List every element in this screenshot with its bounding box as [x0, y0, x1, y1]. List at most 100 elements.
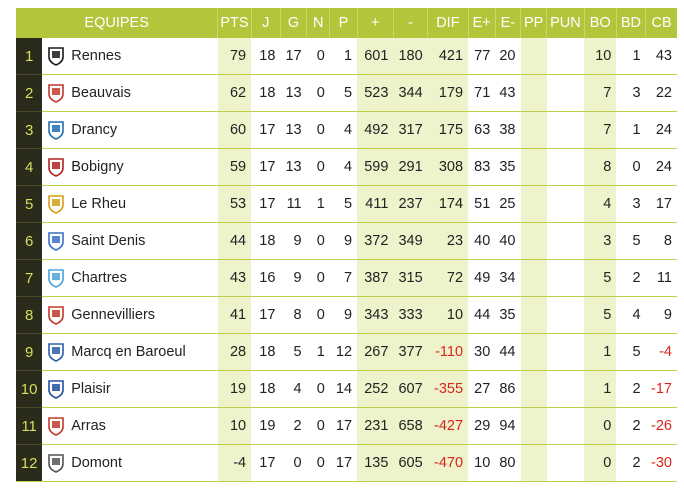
team-cell[interactable]: Gennevilliers: [42, 296, 218, 334]
pun-cell: [546, 185, 585, 223]
pp-cell: [520, 74, 547, 112]
team-name[interactable]: Chartres: [71, 270, 127, 286]
team-name[interactable]: Drancy: [71, 122, 118, 138]
header-eminus[interactable]: E-: [495, 8, 522, 38]
header-pun[interactable]: PUN: [546, 8, 585, 38]
eplus-cell: 10: [468, 444, 496, 482]
bd-cell: 0: [616, 148, 646, 186]
header-n[interactable]: N: [306, 8, 331, 38]
team-cell[interactable]: Drancy: [42, 111, 218, 149]
rank-cell: 10: [16, 370, 43, 408]
eplus-cell: 71: [468, 74, 496, 112]
team-cell[interactable]: Chartres: [42, 259, 218, 297]
cb-cell: 24: [645, 111, 677, 149]
pts-cell: 62: [217, 74, 252, 112]
bo-cell: 7: [584, 111, 617, 149]
table-row[interactable]: 5 Le Rheu 53 17 11 1 5 411 237 174 51 25 4 3 17: [16, 185, 677, 223]
pp-cell: [520, 148, 547, 186]
domont-logo-icon: [46, 453, 66, 473]
dif-cell: 308: [427, 148, 469, 186]
rank-cell: 2: [16, 74, 43, 112]
team-cell[interactable]: Beauvais: [42, 74, 218, 112]
rank-cell: 4: [16, 148, 43, 186]
header-bd[interactable]: BD: [616, 8, 647, 38]
minus-cell: 607: [393, 370, 428, 408]
team-name[interactable]: Saint Denis: [71, 233, 146, 249]
table-row[interactable]: 4 Bobigny 59 17 13 0 4 599 291 308 83 35 8 0 24: [16, 148, 677, 186]
team-name[interactable]: Le Rheu: [71, 196, 127, 212]
eminus-cell: 35: [495, 296, 521, 334]
table-row[interactable]: 1 Rennes 79 18 17 0 1 601 180 421 77 20 10 1 43: [16, 38, 677, 75]
team-cell[interactable]: Marcq en Baroeul: [42, 333, 218, 371]
header-eplus[interactable]: E+: [468, 8, 496, 38]
table-row[interactable]: 8 Gennevilliers 41 17 8 0 9 343 333 10 44 35 5 4 9: [16, 296, 677, 334]
bd-cell: 5: [616, 222, 646, 260]
header-p[interactable]: P: [329, 8, 358, 38]
header-dif[interactable]: DIF: [427, 8, 469, 38]
team-cell[interactable]: Arras: [42, 407, 218, 445]
eplus-cell: 44: [468, 296, 496, 334]
header-equipes[interactable]: EQUIPES: [16, 8, 219, 38]
team-name[interactable]: Marcq en Baroeul: [71, 344, 186, 360]
header-pp[interactable]: PP: [520, 8, 548, 38]
pun-cell: [546, 38, 585, 75]
dif-cell: 174: [427, 185, 469, 223]
table-row[interactable]: 9 Marcq en Baroeul 28 18 5 1 12 267 377 -110 30 44 1…: [16, 333, 677, 371]
bo-cell: 7: [584, 74, 617, 112]
g-cell: 17: [280, 38, 307, 75]
team-name[interactable]: Domont: [71, 455, 123, 471]
header-cb[interactable]: CB: [645, 8, 677, 38]
j-cell: 18: [251, 333, 281, 371]
team-name[interactable]: Beauvais: [71, 85, 131, 101]
j-cell: 19: [251, 407, 281, 445]
table-row[interactable]: 10 Plaisir 19 18 4 0 14 252 607 -355 27 86 1 2 -17: [16, 370, 677, 408]
cb-cell: 11: [645, 259, 677, 297]
pts-cell: -4: [217, 444, 252, 482]
header-minus[interactable]: -: [393, 8, 429, 38]
n-cell: 0: [306, 148, 330, 186]
pp-cell: [520, 296, 547, 334]
pun-cell: [546, 333, 585, 371]
header-j[interactable]: J: [251, 8, 281, 38]
table-row[interactable]: 2 Beauvais 62 18 13 0 5 523 344 179 71 43 7 3 22: [16, 74, 677, 112]
g-cell: 13: [280, 148, 307, 186]
eplus-cell: 30: [468, 333, 496, 371]
team-cell[interactable]: Saint Denis: [42, 222, 218, 260]
table-row[interactable]: 7 Chartres 43 16 9 0 7 387 315 72 49 34 5 2 11: [16, 259, 677, 297]
table-row[interactable]: 6 Saint Denis 44 18 9 0 9 372 349 23 40 40 3 5 8: [16, 222, 677, 260]
team-name[interactable]: Rennes: [71, 48, 122, 64]
team-name[interactable]: Bobigny: [71, 159, 124, 175]
minus-cell: 344: [393, 74, 428, 112]
bo-cell: 1: [584, 333, 617, 371]
bd-cell: 1: [616, 111, 646, 149]
team-cell[interactable]: Rennes: [42, 38, 218, 75]
header-pts[interactable]: PTS: [217, 8, 252, 38]
pp-cell: [520, 444, 547, 482]
rank-cell: 6: [16, 222, 43, 260]
team-name[interactable]: Plaisir: [71, 381, 111, 397]
rank-cell: 12: [16, 444, 43, 482]
team-cell[interactable]: Bobigny: [42, 148, 218, 186]
team-cell[interactable]: Le Rheu: [42, 185, 218, 223]
header-bo[interactable]: BO: [584, 8, 617, 38]
dif-cell: -355: [427, 370, 469, 408]
p-cell: 9: [329, 222, 358, 260]
rank-cell: 3: [16, 111, 43, 149]
pts-cell: 60: [217, 111, 252, 149]
team-name[interactable]: Gennevilliers: [71, 307, 156, 323]
header-plus[interactable]: +: [357, 8, 394, 38]
table-row[interactable]: 12 Domont -4 17 0 0 17 135 605 -470 10 80 0 2 -30: [16, 444, 677, 482]
plus-cell: 601: [357, 38, 394, 75]
plus-cell: 387: [357, 259, 394, 297]
header-g[interactable]: G: [280, 8, 308, 38]
team-name[interactable]: Arras: [71, 418, 106, 434]
pun-cell: [546, 259, 585, 297]
table-row[interactable]: 11 Arras 10 19 2 0 17 231 658 -427 29 94 0 2 -26: [16, 407, 677, 445]
bd-cell: 5: [616, 333, 646, 371]
eplus-cell: 51: [468, 185, 496, 223]
team-cell[interactable]: Domont: [42, 444, 218, 482]
table-row[interactable]: 3 Drancy 60 17 13 0 4 492 317 175 63 38 7 1 24: [16, 111, 677, 149]
team-cell[interactable]: Plaisir: [42, 370, 218, 408]
rennes-logo-icon: [46, 46, 66, 66]
cb-cell: 17: [645, 185, 677, 223]
